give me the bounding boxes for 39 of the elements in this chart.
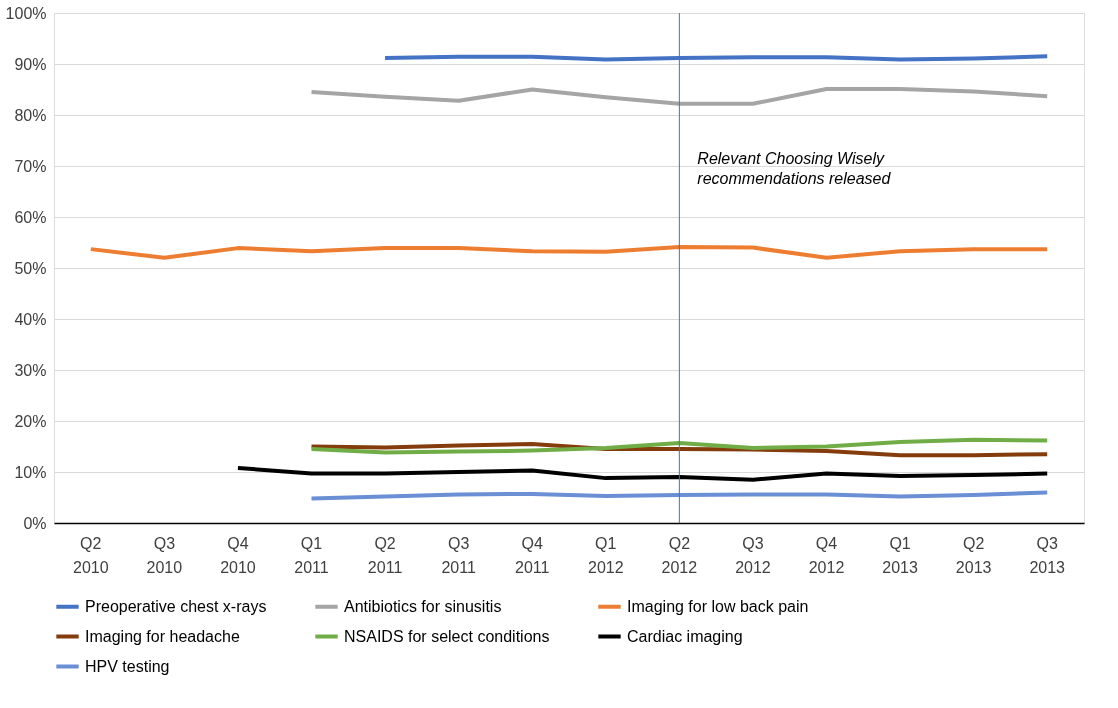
y-tick-label: 50% <box>14 259 47 277</box>
legend-label: NSAIDS for select conditions <box>344 627 550 645</box>
line-series <box>235 465 1050 482</box>
x-tick-label: Q2 2013 <box>955 534 992 576</box>
legend-label: HPV testing <box>85 657 170 675</box>
x-tick-label: Q2 2011 <box>367 534 403 576</box>
x-tick-label: Q4 2012 <box>808 534 845 576</box>
line-series <box>309 441 1050 458</box>
line-series <box>309 490 1050 501</box>
y-tick-label: 100% <box>5 4 47 22</box>
legend-label: Imaging for headache <box>85 627 240 645</box>
x-tick-label: Q4 2011 <box>515 534 550 576</box>
line-series <box>309 86 1050 106</box>
y-tick-label: 80% <box>14 106 47 124</box>
y-tick-label: 10% <box>14 463 47 481</box>
x-tick-label: Q3 2011 <box>441 534 476 576</box>
legend-label: Preoperative chest x-rays <box>85 597 267 615</box>
x-tick-label: Q3 2013 <box>1029 534 1066 576</box>
y-tick-label: 40% <box>14 310 47 328</box>
legend-label: Cardiac imaging <box>627 627 743 645</box>
x-tick-label: Q3 2012 <box>735 534 771 576</box>
y-tick-label: 70% <box>14 157 47 175</box>
line-series <box>309 437 1050 455</box>
y-tick-label: 20% <box>14 412 47 430</box>
x-tick-label: Q4 2010 <box>220 534 256 576</box>
x-tick-label: Q1 2013 <box>882 534 918 576</box>
x-tick-label: Q3 2010 <box>146 534 183 576</box>
y-tick-label: 90% <box>14 55 47 73</box>
y-tick-label: 30% <box>14 361 47 379</box>
x-tick-label: Q1 2012 <box>587 534 624 576</box>
x-tick-label: Q1 2011 <box>294 534 329 576</box>
x-tick-label: Q2 2012 <box>661 534 698 576</box>
ref-line-label: Relevant Choosing Wisely recommendations released <box>697 149 892 187</box>
y-tick-label: 60% <box>14 208 47 226</box>
legend-label: Imaging for low back pain <box>627 597 809 615</box>
x-tick-label: Q2 2010 <box>72 534 109 576</box>
y-tick-label: 0% <box>23 514 47 532</box>
legend-label: Antibiotics for sinusitis <box>344 597 502 615</box>
line-series <box>88 245 1050 260</box>
